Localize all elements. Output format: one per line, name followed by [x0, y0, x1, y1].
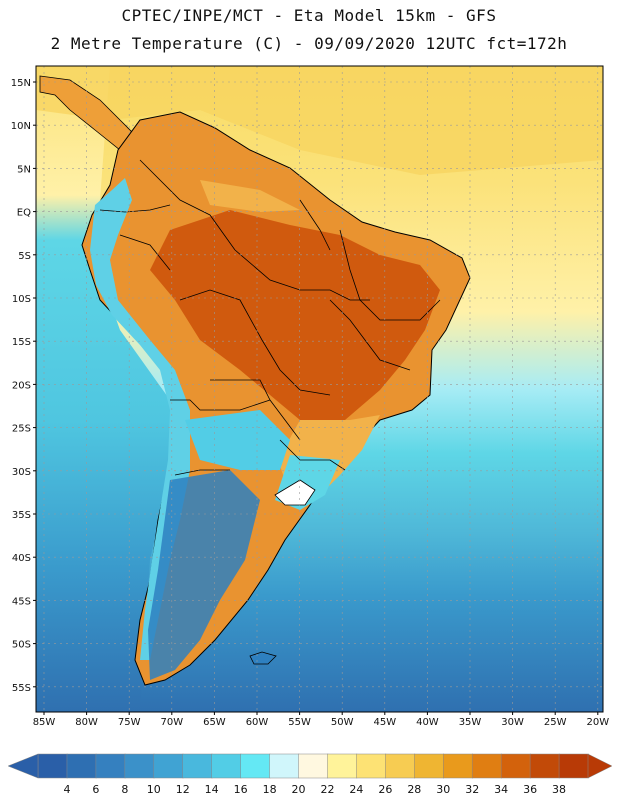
- map-grid: [36, 66, 603, 712]
- land-guiana-band: [200, 180, 300, 212]
- colorbar-swatch: [414, 753, 445, 779]
- colorbar-label-18: 18: [262, 783, 277, 796]
- ocean-caribbean: [36, 66, 603, 175]
- river-plate-island: [274, 479, 316, 506]
- colorbar-label-30: 30: [436, 783, 451, 796]
- lon-label-50W: 50W: [331, 717, 354, 728]
- lat-label-30S: 30S: [12, 467, 31, 478]
- lon-label-85W: 85W: [33, 717, 56, 728]
- colorbar-arrow-low: [7, 753, 39, 779]
- colorbar-label-22: 22: [320, 783, 335, 796]
- lon-label-60W: 60W: [246, 717, 269, 728]
- lat-label-50S: 50S: [12, 640, 31, 651]
- colorbar-label-36: 36: [523, 783, 538, 796]
- lat-label-20S: 20S: [12, 380, 31, 391]
- colorbar-swatch: [443, 753, 473, 779]
- lon-label-75W: 75W: [118, 717, 141, 728]
- colorbar-swatch: [153, 753, 184, 779]
- lon-label-35W: 35W: [459, 717, 482, 728]
- lon-label-40W: 40W: [416, 717, 439, 728]
- lat-label-EQ: EQ: [17, 208, 31, 219]
- colorbar-swatch: [558, 753, 589, 779]
- lon-label-55W: 55W: [288, 717, 311, 728]
- land-patagonia: [148, 470, 260, 680]
- colorbar-swatch: [356, 753, 387, 779]
- colorbar-swatch: [66, 753, 97, 779]
- colorbar-label-26: 26: [378, 783, 393, 796]
- longitude-labels: 85W 80W 75W 70W 65W 60W 55W 50W 45W 40W 35W 30W 25W 2…: [33, 712, 609, 728]
- colorbar-swatch: [182, 753, 213, 779]
- lat-label-5N: 5N: [17, 164, 31, 175]
- colorbar-swatch: [529, 753, 560, 779]
- colorbar-label-14: 14: [204, 783, 219, 796]
- colorbar-swatch: [211, 753, 242, 779]
- colorbar-label-38: 38: [552, 783, 567, 796]
- lat-label-35S: 35S: [12, 510, 31, 521]
- land-falklands: [249, 651, 277, 665]
- lon-label-80W: 80W: [75, 717, 98, 728]
- colorbar-label-12: 12: [175, 783, 190, 796]
- lon-label-45W: 45W: [373, 717, 396, 728]
- colorbar-label-4: 4: [63, 783, 71, 796]
- colorbar-label-24: 24: [349, 783, 364, 796]
- lat-label-25S: 25S: [12, 424, 31, 435]
- colorbar-label-28: 28: [407, 783, 422, 796]
- ocean-pacific: [36, 66, 170, 712]
- colorbar-swatch: [95, 753, 126, 779]
- colorbar-swatch: [385, 753, 416, 779]
- colorbar-label-32: 32: [465, 783, 480, 796]
- colorbar-label-6: 6: [92, 783, 100, 796]
- lon-label-70W: 70W: [160, 717, 183, 728]
- lat-label-5S: 5S: [18, 251, 31, 262]
- colorbar-swatch: [327, 753, 358, 779]
- colorbar: [7, 753, 613, 779]
- colorbar-label-34: 34: [494, 783, 509, 796]
- lon-label-20W: 20W: [586, 717, 609, 728]
- chart-title-line1: CPTEC/INPE/MCT - Eta Model 15km - GFS: [121, 6, 497, 25]
- colorbar-label-20: 20: [291, 783, 306, 796]
- country-borders: [99, 159, 441, 476]
- latitude-labels: 15N 10N 5N EQ 5S 10S 15S 20S 25S 30S 35S 40S 45S 50S 5…: [11, 78, 36, 694]
- colorbar-swatch: [124, 753, 155, 779]
- lat-label-15S: 15S: [12, 337, 31, 348]
- colorbar-swatch: [269, 753, 300, 779]
- lat-label-15N: 15N: [11, 78, 31, 89]
- lat-label-45S: 45S: [12, 596, 31, 607]
- lon-label-25W: 25W: [544, 717, 567, 728]
- colorbar-swatch: [298, 753, 329, 779]
- lat-label-10N: 10N: [11, 121, 31, 132]
- lat-label-40S: 40S: [12, 553, 31, 564]
- lon-label-30W: 30W: [501, 717, 524, 728]
- land-pampas: [185, 410, 290, 470]
- colorbar-swatch: [500, 753, 531, 779]
- colorbar-swatch: [471, 753, 502, 779]
- colorbar-arrow-high: [587, 753, 613, 779]
- colorbar-label-10: 10: [146, 783, 161, 796]
- colorbar-label-16: 16: [233, 783, 248, 796]
- map-frame: [35, 65, 604, 713]
- lon-label-65W: 65W: [203, 717, 226, 728]
- colorbar-label-8: 8: [121, 783, 129, 796]
- colorbar-swatch: [240, 753, 271, 779]
- chart-title-line2: 2 Metre Temperature (C) - 09/09/2020 12U…: [50, 34, 568, 53]
- lat-label-55S: 55S: [12, 683, 31, 694]
- lat-label-10S: 10S: [12, 294, 31, 305]
- land-hot-interior: [150, 210, 440, 420]
- colorbar-swatch: [37, 753, 68, 779]
